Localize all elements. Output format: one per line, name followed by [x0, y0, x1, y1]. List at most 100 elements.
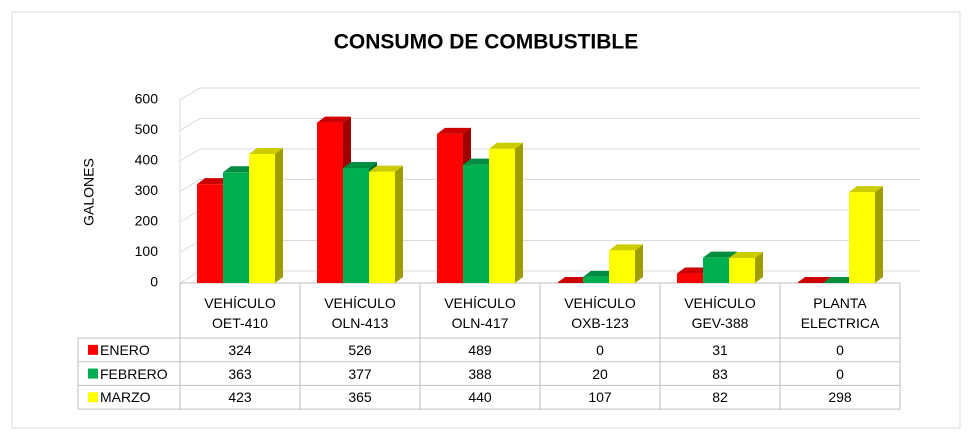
bar-top — [317, 116, 351, 123]
legend-key — [88, 392, 98, 403]
table-value: 0 — [540, 338, 660, 362]
table-value: 526 — [300, 338, 420, 362]
bar-top — [489, 142, 523, 149]
bar — [437, 133, 463, 283]
table-value: 363 — [180, 362, 300, 386]
bar-top — [703, 251, 737, 258]
grid-line — [179, 179, 920, 192]
table-value-text: 20 — [592, 365, 608, 382]
table-value: 107 — [540, 385, 660, 409]
category-label-text: VEHÍCULO OET-410 — [204, 294, 276, 331]
table-value-text: 489 — [468, 341, 492, 358]
legend-label-text: ENERO — [100, 341, 150, 358]
y-tick-label: 300 — [135, 182, 159, 198]
y-tick-label: 600 — [135, 91, 159, 107]
legend-label: MARZO — [100, 385, 180, 409]
bar-side — [515, 142, 523, 283]
table-value-text: 0 — [596, 341, 604, 358]
bar-side — [755, 251, 763, 283]
bar — [677, 273, 703, 283]
table-value: 324 — [180, 338, 300, 362]
bar — [583, 276, 609, 283]
bar-top — [437, 127, 471, 134]
bar-top — [677, 267, 711, 274]
table-value: 31 — [660, 338, 780, 362]
y-tick-label: 400 — [135, 152, 159, 168]
bar-top — [609, 244, 643, 251]
table-value: 0 — [780, 362, 900, 386]
bar-side — [875, 186, 883, 283]
bar-top — [369, 165, 403, 172]
table-value-text: 377 — [348, 365, 372, 382]
bar — [463, 164, 489, 283]
bar-top — [729, 251, 763, 258]
bar — [489, 148, 515, 283]
bar-top — [343, 162, 377, 169]
table-value-text: 31 — [712, 341, 728, 358]
bar — [703, 257, 729, 283]
grid-line — [179, 148, 920, 162]
bar — [849, 192, 875, 283]
table-value-text: 365 — [348, 389, 372, 406]
category-label-text: VEHÍCULO GEV-388 — [684, 294, 756, 331]
table-value-text: 526 — [348, 341, 372, 358]
table-value: 298 — [780, 385, 900, 409]
bar-side — [275, 147, 283, 283]
bar-top — [797, 277, 831, 283]
table-value: 20 — [540, 362, 660, 386]
category-label-text: VEHÍCULO OLN-417 — [444, 294, 516, 331]
table-value-text: 363 — [228, 365, 252, 382]
y-tick-label: 100 — [135, 243, 159, 259]
table-value-text: 324 — [228, 341, 252, 358]
bar-top — [197, 178, 231, 185]
bar-top — [249, 147, 283, 154]
legend-label: ENERO — [100, 338, 180, 362]
table-value-text: 0 — [836, 341, 844, 358]
category-label: VEHÍCULO OXB-123 — [540, 287, 660, 338]
table-value: 388 — [420, 362, 540, 386]
category-label: VEHÍCULO OET-410 — [180, 287, 300, 338]
y-axis-title: GALONES — [81, 158, 97, 226]
chart-title: CONSUMO DE COMBUSTIBLE — [334, 31, 639, 54]
bar-top — [463, 158, 497, 165]
grid-line — [179, 87, 920, 101]
table-value: 423 — [180, 385, 300, 409]
table-value-text: 0 — [836, 365, 844, 382]
y-tick-label: 500 — [135, 121, 159, 137]
table-value: 377 — [300, 362, 420, 386]
category-label-text: VEHÍCULO OXB-123 — [564, 294, 636, 331]
bar-side — [395, 165, 403, 283]
legend-label: FEBRERO — [100, 362, 180, 386]
table-value: 489 — [420, 338, 540, 362]
bar — [249, 153, 275, 283]
grid-line — [179, 118, 920, 131]
legend-key — [88, 368, 98, 379]
table-value: 83 — [660, 362, 780, 386]
y-tick-label: 0 — [150, 274, 158, 290]
table-value-text: 107 — [588, 389, 612, 406]
bar — [369, 171, 395, 283]
legend-label-text: MARZO — [100, 389, 151, 406]
bar — [197, 184, 223, 283]
table-value: 365 — [300, 385, 420, 409]
table-value-text: 298 — [828, 389, 852, 406]
bar-top — [223, 166, 257, 173]
legend-label-text: FEBRERO — [100, 365, 168, 382]
category-label-text: VEHÍCULO OLN-413 — [324, 294, 396, 331]
bar — [343, 168, 369, 283]
bar-top — [823, 277, 857, 283]
table-value: 82 — [660, 385, 780, 409]
bar — [223, 172, 249, 283]
bar-top — [849, 186, 883, 193]
bar — [609, 250, 635, 283]
table-value-text: 388 — [468, 365, 492, 382]
bar — [729, 257, 755, 283]
table-value: 440 — [420, 385, 540, 409]
category-label: PLANTA ELECTRICA — [780, 287, 900, 338]
category-label: VEHÍCULO GEV-388 — [660, 287, 780, 338]
bar-top — [583, 270, 617, 277]
bar-top — [557, 277, 591, 283]
legend-key — [88, 344, 98, 355]
